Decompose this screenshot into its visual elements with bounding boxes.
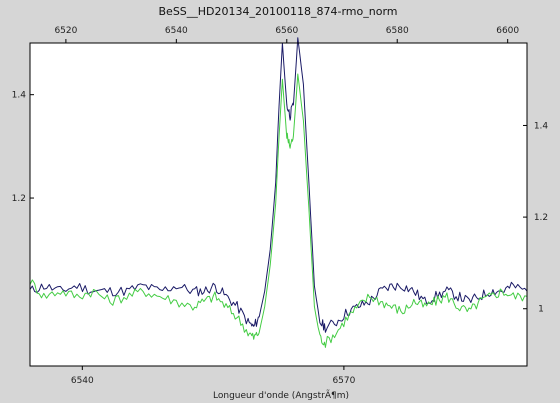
top-axis-tick-label: 6580 (386, 26, 409, 36)
right-axis-tick-label: 1.4 (534, 121, 549, 131)
top-axis-tick-label: 6540 (165, 26, 188, 36)
series-line-1 (29, 37, 528, 333)
bottom-axis-tick-label: 6570 (332, 376, 355, 386)
top-axis: 6520 6540 6560 6580 6600 (30, 26, 527, 44)
top-axis-tick-label: 6600 (496, 26, 519, 36)
right-axis-tick-label: 1.2 (534, 213, 548, 223)
series-line-2 (29, 73, 528, 348)
chart-title: BeSS__HD20134_20100118_874-rmo_norm (159, 5, 398, 18)
x-axis-label: Longueur d'onde (AngstrÃ¶m) (213, 390, 349, 401)
left-axis-tick-label: 1.2 (12, 194, 26, 204)
plot-frame (29, 42, 528, 367)
top-axis-tick-label: 6520 (54, 26, 77, 36)
top-axis-tick-label: 6560 (275, 26, 298, 36)
plot-area (30, 43, 527, 366)
bottom-axis-tick-label: 6540 (71, 376, 94, 386)
left-axis-tick-label: 1.4 (12, 91, 27, 101)
right-axis-tick-label: 1 (538, 305, 544, 315)
bottom-axis: 6540 6570 (30, 365, 527, 386)
series-group (29, 37, 528, 348)
